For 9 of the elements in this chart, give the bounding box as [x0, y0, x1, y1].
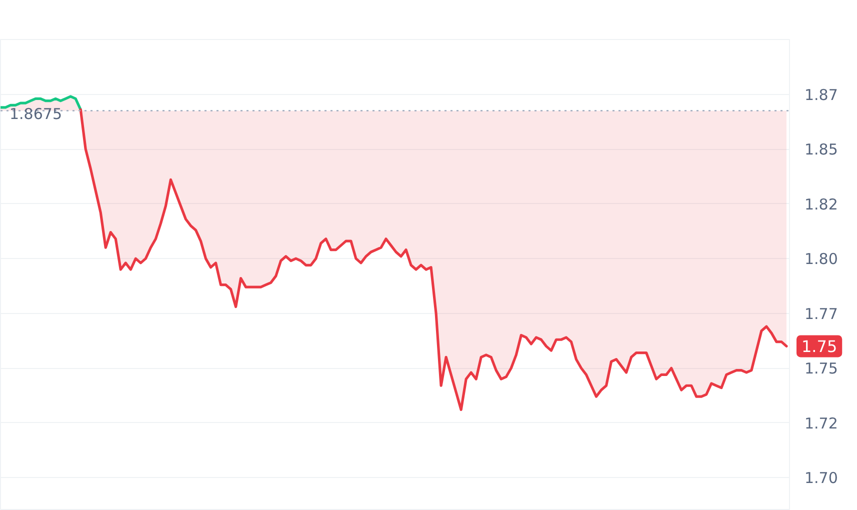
y-tick-label: 1.80 — [804, 250, 838, 268]
ref-line-label: 1.8675 — [10, 105, 62, 124]
y-tick-label: 1.87 — [804, 86, 838, 104]
y-tick-label: 1.82 — [804, 195, 838, 214]
y-tick-label: 1.70 — [804, 469, 838, 488]
y-tick-label: 1.72 — [804, 414, 838, 432]
y-tick-label: 1.77 — [804, 304, 838, 323]
y-tick-label: 1.75 — [804, 360, 838, 378]
y-tick-label: 1.85 — [804, 140, 838, 159]
